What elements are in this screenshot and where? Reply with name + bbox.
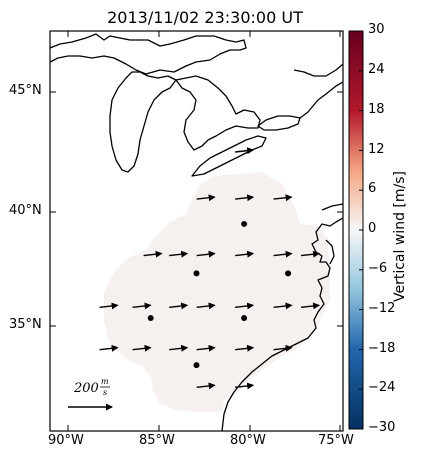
station-dot bbox=[193, 270, 200, 277]
wind-vectors bbox=[99, 147, 321, 390]
colorbar-tick-label: −30 bbox=[368, 420, 396, 435]
colorbar-tick-label: 6 bbox=[368, 181, 377, 196]
wind-vector-arrow bbox=[169, 302, 189, 310]
map-frame bbox=[49, 30, 344, 432]
wind-vector-arrow bbox=[132, 302, 152, 310]
lat-tick-40n: 40°N bbox=[9, 203, 42, 218]
lon-tick-85w: 85°W bbox=[139, 433, 175, 448]
station-dot bbox=[241, 315, 248, 322]
delmarva-outline bbox=[325, 239, 335, 265]
lon-tick-90w: 90°W bbox=[48, 433, 84, 448]
lat-tick-45n: 45°N bbox=[9, 83, 42, 98]
colorbar-tick-label: −18 bbox=[368, 341, 396, 356]
colorbar-tick-label: −6 bbox=[368, 261, 388, 276]
wind-vector-arrow bbox=[273, 344, 293, 352]
wind-vector-arrow bbox=[273, 302, 293, 310]
long-island-outline bbox=[321, 203, 343, 211]
lake-michigan-outline bbox=[109, 71, 177, 173]
lon-tick-80w: 80°W bbox=[230, 433, 266, 448]
wind-vector-arrow bbox=[235, 344, 255, 352]
wind-vector-arrow bbox=[300, 302, 321, 310]
station-dot bbox=[147, 315, 154, 322]
wind-vector-arrow bbox=[196, 250, 216, 258]
colorbar-tick-label: 30 bbox=[368, 22, 385, 37]
colorbar-tick-label: 18 bbox=[368, 102, 385, 117]
colorbar-tick-label: 12 bbox=[368, 142, 385, 157]
lat-tick-35n: 35°N bbox=[9, 317, 42, 332]
station-dot bbox=[241, 220, 248, 227]
reference-arrow-label: 200 bbox=[73, 381, 99, 396]
hudson-bay-coast-outline bbox=[293, 63, 343, 77]
reference-arrow: 200 m s bbox=[68, 377, 113, 411]
wind-vector-arrow bbox=[132, 344, 152, 352]
map-title: 2013/11/02 23:30:00 UT bbox=[107, 8, 303, 27]
station-dot bbox=[285, 270, 292, 277]
st-lawrence-outline bbox=[299, 81, 343, 119]
wind-vector-arrow bbox=[169, 250, 189, 258]
colorbar-ticks bbox=[359, 30, 363, 430]
lon-tick-75w: 75°W bbox=[318, 433, 354, 448]
lake-ontario-outline bbox=[257, 115, 301, 131]
station-dots bbox=[147, 220, 292, 369]
station-dot bbox=[193, 362, 200, 369]
wind-vector-arrow bbox=[99, 344, 119, 352]
axis-ticks bbox=[50, 31, 343, 431]
colorbar-tick-label: 24 bbox=[368, 62, 385, 77]
svg-text:m: m bbox=[101, 377, 109, 386]
wind-vector-arrow bbox=[300, 250, 321, 258]
wind-vector-arrow bbox=[235, 382, 255, 390]
wind-vector-arrow bbox=[99, 302, 119, 310]
wind-vector-arrow bbox=[196, 194, 216, 202]
wind-vector-arrow bbox=[196, 382, 216, 390]
lake-superior-outline bbox=[50, 33, 247, 75]
coastlines bbox=[50, 33, 343, 431]
colorbar-tick-label: −24 bbox=[368, 380, 396, 395]
colorbar-tick-label: 0 bbox=[368, 221, 377, 236]
wind-vector-arrow bbox=[235, 302, 255, 310]
svg-text:s: s bbox=[103, 388, 107, 397]
lake-erie-outline bbox=[191, 135, 267, 177]
wind-vector-arrow bbox=[143, 250, 163, 258]
colorbar-tick-label: −12 bbox=[368, 301, 396, 316]
colorbar-title: Vertical wind [m/s] bbox=[392, 171, 408, 302]
wind-vector-arrow bbox=[196, 344, 216, 352]
wind-vector-arrow bbox=[169, 344, 189, 352]
wind-vector-arrow bbox=[235, 147, 255, 155]
atlantic-coast-outline bbox=[221, 217, 343, 431]
lake-huron-outline bbox=[175, 75, 261, 151]
wind-vector-arrow bbox=[235, 250, 255, 258]
wind-field-region bbox=[104, 172, 330, 412]
wind-vector-arrow bbox=[196, 302, 216, 310]
wind-vector-arrow bbox=[273, 250, 293, 258]
wind-vector-arrow bbox=[273, 194, 293, 202]
wind-vector-arrow bbox=[235, 194, 255, 202]
map-layer bbox=[50, 33, 343, 431]
